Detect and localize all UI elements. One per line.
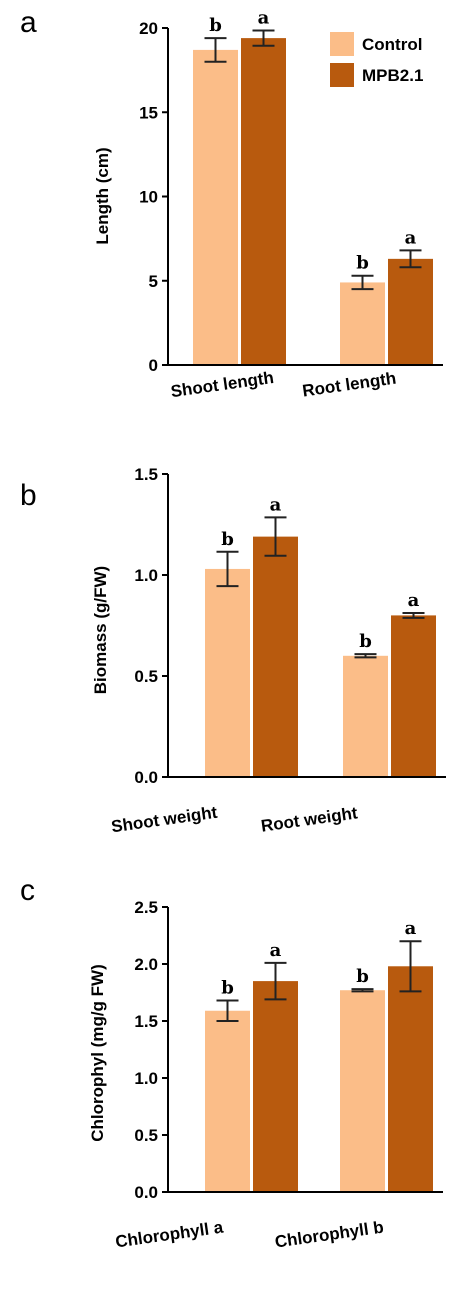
y-tick-label-c-5: 2.5 (134, 898, 158, 917)
y-tick-label-c-3: 1.5 (134, 1012, 158, 1031)
significance-label-a-0-0: b (209, 15, 222, 36)
y-tick-label-a-3: 15 (139, 103, 158, 122)
y-tick-label-c-0: 0.0 (134, 1183, 158, 1202)
y-tick-label-a-0: 0 (149, 356, 158, 375)
bar-b-0-0 (205, 568, 250, 777)
bar-b-0-1 (253, 536, 298, 777)
y-axis-label-c: Chlorophyl (mg/g FW) (88, 964, 107, 1142)
y-tick-label-a-2: 10 (139, 188, 158, 207)
significance-label-b-1-0: b (359, 631, 372, 652)
significance-label-b-0-0: b (221, 529, 234, 550)
y-tick-label-a-1: 5 (149, 272, 158, 291)
y-axis-label-a: Length (cm) (93, 147, 112, 244)
category-label-c-0: Chlorophyll a (114, 1218, 225, 1252)
significance-label-b-1-1: a (408, 590, 420, 611)
significance-label-c-1-0: b (356, 966, 369, 987)
legend-swatch-mpb (330, 63, 354, 87)
y-tick-label-b-1: 0.5 (134, 667, 158, 686)
y-tick-label-b-3: 1.5 (134, 465, 158, 484)
significance-label-a-1-1: a (405, 227, 417, 248)
bar-a-1-0 (340, 282, 385, 365)
bar-b-1-0 (343, 655, 388, 777)
category-label-b-0: Shoot weight (110, 803, 219, 837)
y-tick-label-c-1: 0.5 (134, 1126, 158, 1145)
bar-a-0-1 (241, 38, 286, 366)
bar-a-0-0 (193, 49, 238, 365)
y-tick-label-b-0: 0.0 (134, 768, 158, 787)
significance-label-a-1-0: b (356, 253, 369, 274)
chart-biomass: b a b a 0.0 0.5 1.0 1.5 Biomass (g/FW) Shoot weig… (91, 465, 446, 836)
significance-label-c-1-1: a (405, 918, 417, 939)
category-label-a-0: Shoot length (169, 368, 275, 401)
panel-letter-a: a (20, 6, 37, 39)
panel-letter-b: b (20, 479, 37, 512)
significance-label-b-0-1: a (270, 494, 282, 515)
bar-b-1-1 (391, 615, 436, 777)
y-tick-label-a-4: 20 (139, 19, 158, 38)
bar-c-1-1 (388, 966, 433, 1192)
y-tick-label-c-4: 2.0 (134, 955, 158, 974)
chart-chlorophyll: b a b a 0.0 0.5 1.0 1.5 2.0 2.5 Chlorophyl (mg/g F… (88, 898, 443, 1252)
y-axis-label-b: Biomass (g/FW) (91, 566, 110, 694)
legend-label-control: Control (362, 35, 422, 54)
y-tick-label-b-2: 1.0 (134, 566, 158, 585)
bar-c-1-0 (340, 990, 385, 1192)
legend-label-mpb: MPB2.1 (362, 66, 423, 85)
bar-c-0-0 (205, 1010, 250, 1192)
significance-label-c-0-0: b (221, 977, 234, 998)
legend: Control MPB2.1 (330, 32, 423, 87)
significance-label-c-0-1: a (270, 940, 282, 961)
category-label-a-1: Root length (301, 369, 397, 401)
legend-swatch-control (330, 32, 354, 56)
panel-letter-c: c (20, 874, 35, 907)
category-label-b-1: Root weight (260, 803, 359, 835)
significance-label-a-0-1: a (258, 8, 270, 29)
bar-c-0-1 (253, 981, 298, 1192)
bar-a-1-1 (388, 258, 433, 365)
category-label-c-1: Chlorophyll b (274, 1218, 385, 1252)
y-tick-label-c-2: 1.0 (134, 1069, 158, 1088)
